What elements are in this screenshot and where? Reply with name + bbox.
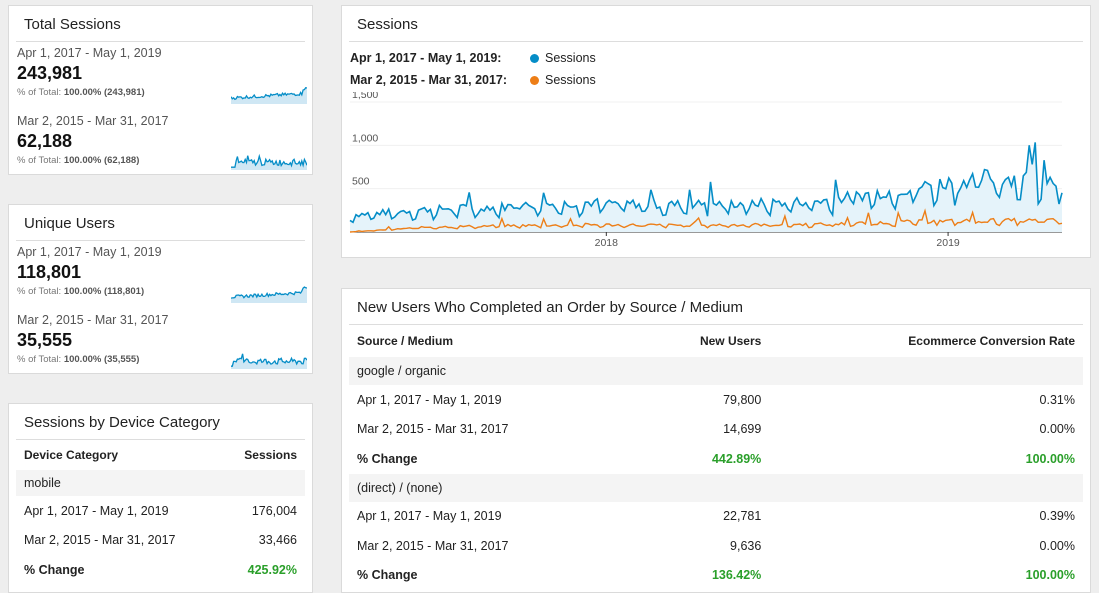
table-row: Mar 2, 2015 - Mar 31, 2017 9,636 0.00%: [357, 538, 1075, 553]
legend-entry[interactable]: Mar 2, 2015 - Mar 31, 2017: Sessions: [350, 73, 596, 87]
sparkline-primary: [231, 86, 307, 104]
compare-metric: Mar 2, 2015 - Mar 31, 2017 62,188 % of T…: [17, 114, 168, 166]
source-medium-card: New Users Who Completed an Order by Sour…: [341, 288, 1091, 593]
column-header[interactable]: Sessions: [244, 448, 297, 462]
card-title: New Users Who Completed an Order by Sour…: [349, 289, 1083, 325]
sparkline-line: [231, 153, 307, 168]
sparkline-compare: [231, 153, 307, 170]
primary-metric: Apr 1, 2017 - May 1, 2019 118,801 % of T…: [17, 245, 162, 297]
series-line-compare[interactable]: [349, 208, 1063, 233]
sparkline-line: [231, 286, 307, 299]
sparkline-area: [231, 353, 307, 369]
percent-of-total: % of Total: 100.00% (35,555): [17, 354, 140, 365]
y-tick-label: 500: [352, 176, 370, 188]
primary-metric: Apr 1, 2017 - May 1, 2019 243,981 % of T…: [17, 46, 162, 98]
column-header[interactable]: Source / Medium: [357, 334, 454, 348]
legend-entry[interactable]: Apr 1, 2017 - May 1, 2019: Sessions: [350, 51, 596, 65]
sparkline-area: [231, 87, 307, 104]
date-range: Mar 2, 2015 - Mar 31, 2017: [17, 313, 169, 327]
table-row: Mar 2, 2015 - Mar 31, 2017 33,466: [24, 533, 297, 548]
table-row: Apr 1, 2017 - May 1, 2019 176,004: [24, 503, 297, 518]
sparkline-line: [231, 353, 307, 367]
table-row: Mar 2, 2015 - Mar 31, 2017 14,699 0.00%: [357, 422, 1075, 437]
x-tick-label: 2019: [936, 237, 960, 249]
percent-of-total: % of Total: 100.00% (118,801): [17, 286, 145, 297]
table-row-change: % Change 136.42% 100.00%: [357, 568, 1075, 583]
sparkline-compare: [231, 353, 307, 369]
table-group-row: google / organic: [349, 357, 1083, 385]
card-title: Total Sessions: [16, 6, 305, 42]
table-row: Apr 1, 2017 - May 1, 2019 79,800 0.31%: [357, 392, 1075, 407]
table-header: Source / Medium New Users Ecommerce Conv…: [349, 325, 1083, 357]
y-tick-label: 1,500: [352, 92, 378, 101]
date-range: Apr 1, 2017 - May 1, 2019: [17, 46, 162, 60]
percent-of-total: % of Total: 100.00% (243,981): [17, 87, 145, 98]
table-row-change: % Change 425.92%: [24, 562, 297, 577]
card-title: Sessions: [349, 6, 1083, 42]
y-tick-label: 1,000: [352, 132, 378, 144]
legend-dot-blue: [530, 53, 539, 63]
sparkline-primary: [231, 286, 307, 303]
sessions-line-chart[interactable]: 1,500 1,000 500 2018 2019: [342, 92, 1090, 257]
chart-legend: Apr 1, 2017 - May 1, 2019: Sessions Mar 2…: [342, 42, 1090, 91]
legend-dot-orange: [530, 75, 539, 85]
sparkline-line: [231, 86, 307, 101]
table-row: Apr 1, 2017 - May 1, 2019 22,781 0.39%: [357, 509, 1075, 524]
column-header[interactable]: New Users: [699, 334, 762, 348]
table-row-change: % Change 442.89% 100.00%: [357, 451, 1075, 466]
series-line-primary[interactable]: [349, 142, 1063, 224]
device-category-card: Sessions by Device Category Device Categ…: [8, 403, 313, 593]
sessions-chart-card: Sessions Apr 1, 2017 - May 1, 2019: Sessi…: [341, 5, 1091, 258]
percent-of-total: % of Total: 100.00% (62,188): [17, 155, 140, 166]
table-group-row: (direct) / (none): [349, 473, 1083, 502]
source-medium-table: Source / Medium New Users Ecommerce Conv…: [349, 325, 1083, 590]
card-title: Sessions by Device Category: [16, 404, 305, 440]
metric-value: 243,981: [17, 63, 83, 83]
date-range: Apr 1, 2017 - May 1, 2019: [17, 245, 162, 259]
table-header: Device Category Sessions: [16, 440, 305, 470]
x-tick-label: 2018: [595, 237, 619, 249]
compare-metric: Mar 2, 2015 - Mar 31, 2017 35,555 % of T…: [17, 313, 168, 365]
series-area-primary: [350, 142, 1062, 232]
total-sessions-card: Total Sessions Apr 1, 2017 - May 1, 2019…: [8, 5, 313, 175]
metric-value: 35,555: [17, 330, 73, 350]
sparkline-area: [231, 155, 307, 170]
metric-value: 62,188: [17, 131, 73, 151]
metric-value: 118,801: [17, 262, 82, 282]
sparkline-area: [231, 287, 307, 303]
card-title: Unique Users: [16, 205, 305, 241]
device-table: Device Category Sessions mobile Apr 1, 2…: [16, 440, 305, 585]
unique-users-card: Unique Users Apr 1, 2017 - May 1, 2019 1…: [8, 204, 313, 374]
table-group-row: mobile: [16, 470, 305, 496]
column-header[interactable]: Device Category: [24, 448, 119, 462]
column-header[interactable]: Ecommerce Conversion Rate: [908, 334, 1075, 348]
date-range: Mar 2, 2015 - Mar 31, 2017: [17, 114, 169, 128]
